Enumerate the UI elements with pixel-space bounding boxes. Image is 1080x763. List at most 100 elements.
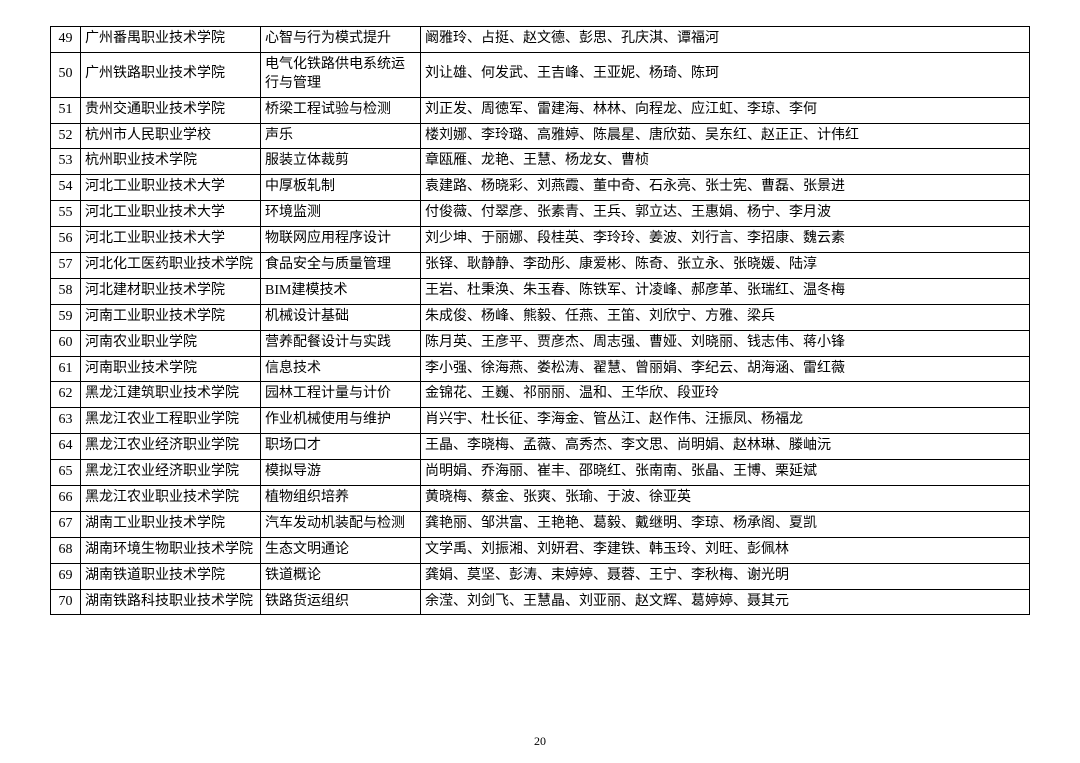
table-row: 56河北工业职业技术大学物联网应用程序设计刘少坤、于丽娜、段桂英、李玲玲、姜波、…: [51, 227, 1030, 253]
table-row: 57河北化工医药职业技术学院食品安全与质量管理张铎、耿静静、李劭彤、康爱彬、陈奇…: [51, 253, 1030, 279]
names-cell: 文学禹、刘振湘、刘妍君、李建铁、韩玉玲、刘旺、彭佩林: [421, 537, 1030, 563]
course-cell: 汽车发动机装配与检测: [261, 511, 421, 537]
row-number: 70: [51, 589, 81, 615]
course-cell: 心智与行为模式提升: [261, 27, 421, 53]
course-cell: 生态文明通论: [261, 537, 421, 563]
names-cell: 楼刘娜、李玲璐、高雅婷、陈晨星、唐欣茹、吴东红、赵正正、计伟红: [421, 123, 1030, 149]
institution-cell: 河北建材职业技术学院: [81, 278, 261, 304]
row-number: 53: [51, 149, 81, 175]
page-container: 49广州番禺职业技术学院心智与行为模式提升阚雅玲、占挺、赵文德、彭思、孔庆淇、谭…: [0, 0, 1080, 763]
course-cell: 环境监测: [261, 201, 421, 227]
row-number: 55: [51, 201, 81, 227]
institution-cell: 河北工业职业技术大学: [81, 201, 261, 227]
row-number: 62: [51, 382, 81, 408]
row-number: 61: [51, 356, 81, 382]
institution-cell: 河南工业职业技术学院: [81, 304, 261, 330]
institution-cell: 湖南环境生物职业技术学院: [81, 537, 261, 563]
course-cell: 声乐: [261, 123, 421, 149]
row-number: 64: [51, 434, 81, 460]
table-row: 55河北工业职业技术大学环境监测付俊薇、付翠彦、张素青、王兵、郭立达、王惠娟、杨…: [51, 201, 1030, 227]
table-row: 58河北建材职业技术学院BIM建模技术王岩、杜秉涣、朱玉春、陈铁军、计凌峰、郝彦…: [51, 278, 1030, 304]
names-cell: 刘正发、周徳军、雷建海、林林、向程龙、应江虹、李琼、李何: [421, 97, 1030, 123]
institution-cell: 湖南铁道职业技术学院: [81, 563, 261, 589]
row-number: 51: [51, 97, 81, 123]
course-cell: 园林工程计量与计价: [261, 382, 421, 408]
table-row: 67湖南工业职业技术学院汽车发动机装配与检测龚艳丽、邹洪富、王艳艳、葛毅、戴继明…: [51, 511, 1030, 537]
institution-cell: 广州番禺职业技术学院: [81, 27, 261, 53]
row-number: 58: [51, 278, 81, 304]
names-cell: 付俊薇、付翠彦、张素青、王兵、郭立达、王惠娟、杨宁、李月波: [421, 201, 1030, 227]
row-number: 57: [51, 253, 81, 279]
names-cell: 陈月英、王彦平、贾彦杰、周志强、曹娅、刘晓丽、钱志伟、蒋小锋: [421, 330, 1030, 356]
table-row: 68湖南环境生物职业技术学院生态文明通论文学禹、刘振湘、刘妍君、李建铁、韩玉玲、…: [51, 537, 1030, 563]
names-cell: 张铎、耿静静、李劭彤、康爱彬、陈奇、张立永、张晓媛、陆淳: [421, 253, 1030, 279]
course-cell: 职场口才: [261, 434, 421, 460]
institution-cell: 河北化工医药职业技术学院: [81, 253, 261, 279]
table-row: 50广州铁路职业技术学院电气化铁路供电系统运行与管理刘让雄、何发武、王吉峰、王亚…: [51, 52, 1030, 97]
institution-cell: 黑龙江农业工程职业学院: [81, 408, 261, 434]
row-number: 56: [51, 227, 81, 253]
row-number: 54: [51, 175, 81, 201]
table-row: 69湖南铁道职业技术学院铁道概论龚娟、莫坚、彭涛、耒婷婷、聂蓉、王宁、李秋梅、谢…: [51, 563, 1030, 589]
table-row: 52杭州市人民职业学校声乐楼刘娜、李玲璐、高雅婷、陈晨星、唐欣茹、吴东红、赵正正…: [51, 123, 1030, 149]
course-cell: 物联网应用程序设计: [261, 227, 421, 253]
names-cell: 尚明娟、乔海丽、崔丰、邵晓红、张南南、张晶、王博、栗延斌: [421, 460, 1030, 486]
institution-cell: 湖南工业职业技术学院: [81, 511, 261, 537]
row-number: 50: [51, 52, 81, 97]
names-cell: 阚雅玲、占挺、赵文德、彭思、孔庆淇、谭福河: [421, 27, 1030, 53]
names-cell: 肖兴宇、杜长征、李海金、管丛江、赵作伟、汪振凤、杨福龙: [421, 408, 1030, 434]
row-number: 59: [51, 304, 81, 330]
table-row: 51贵州交通职业技术学院桥梁工程试验与检测刘正发、周徳军、雷建海、林林、向程龙、…: [51, 97, 1030, 123]
data-table: 49广州番禺职业技术学院心智与行为模式提升阚雅玲、占挺、赵文德、彭思、孔庆淇、谭…: [50, 26, 1030, 615]
table-row: 54河北工业职业技术大学中厚板轧制袁建路、杨晓彩、刘燕霞、董中奇、石永亮、张士宪…: [51, 175, 1030, 201]
course-cell: 铁路货运组织: [261, 589, 421, 615]
row-number: 60: [51, 330, 81, 356]
names-cell: 王岩、杜秉涣、朱玉春、陈铁军、计凌峰、郝彦革、张瑞红、温冬梅: [421, 278, 1030, 304]
table-row: 64黑龙江农业经济职业学院职场口才王晶、李晓梅、孟薇、高秀杰、李文思、尚明娟、赵…: [51, 434, 1030, 460]
institution-cell: 河南农业职业学院: [81, 330, 261, 356]
institution-cell: 杭州市人民职业学校: [81, 123, 261, 149]
institution-cell: 河南职业技术学院: [81, 356, 261, 382]
institution-cell: 湖南铁路科技职业技术学院: [81, 589, 261, 615]
table-row: 62黑龙江建筑职业技术学院园林工程计量与计价金锦花、王巍、祁丽丽、温和、王华欣、…: [51, 382, 1030, 408]
names-cell: 朱成俊、杨峰、熊毅、任燕、王笛、刘欣宁、方雅、梁兵: [421, 304, 1030, 330]
course-cell: BIM建模技术: [261, 278, 421, 304]
names-cell: 刘让雄、何发武、王吉峰、王亚妮、杨琦、陈珂: [421, 52, 1030, 97]
row-number: 52: [51, 123, 81, 149]
table-row: 70湖南铁路科技职业技术学院铁路货运组织余滢、刘剑飞、王慧晶、刘亚丽、赵文辉、葛…: [51, 589, 1030, 615]
institution-cell: 黑龙江农业职业技术学院: [81, 486, 261, 512]
names-cell: 黄晓梅、蔡金、张爽、张瑜、于波、徐亚英: [421, 486, 1030, 512]
row-number: 65: [51, 460, 81, 486]
course-cell: 模拟导游: [261, 460, 421, 486]
course-cell: 食品安全与质量管理: [261, 253, 421, 279]
names-cell: 龚娟、莫坚、彭涛、耒婷婷、聂蓉、王宁、李秋梅、谢光明: [421, 563, 1030, 589]
course-cell: 营养配餐设计与实践: [261, 330, 421, 356]
names-cell: 龚艳丽、邹洪富、王艳艳、葛毅、戴继明、李琼、杨承阁、夏凯: [421, 511, 1030, 537]
course-cell: 作业机械使用与维护: [261, 408, 421, 434]
names-cell: 刘少坤、于丽娜、段桂英、李玲玲、姜波、刘行言、李招康、魏云素: [421, 227, 1030, 253]
institution-cell: 黑龙江建筑职业技术学院: [81, 382, 261, 408]
institution-cell: 河北工业职业技术大学: [81, 227, 261, 253]
institution-cell: 杭州职业技术学院: [81, 149, 261, 175]
institution-cell: 河北工业职业技术大学: [81, 175, 261, 201]
course-cell: 机械设计基础: [261, 304, 421, 330]
course-cell: 电气化铁路供电系统运行与管理: [261, 52, 421, 97]
row-number: 63: [51, 408, 81, 434]
table-row: 60河南农业职业学院营养配餐设计与实践陈月英、王彦平、贾彦杰、周志强、曹娅、刘晓…: [51, 330, 1030, 356]
names-cell: 金锦花、王巍、祁丽丽、温和、王华欣、段亚玲: [421, 382, 1030, 408]
table-row: 49广州番禺职业技术学院心智与行为模式提升阚雅玲、占挺、赵文德、彭思、孔庆淇、谭…: [51, 27, 1030, 53]
table-row: 59河南工业职业技术学院机械设计基础朱成俊、杨峰、熊毅、任燕、王笛、刘欣宁、方雅…: [51, 304, 1030, 330]
table-row: 63黑龙江农业工程职业学院作业机械使用与维护肖兴宇、杜长征、李海金、管丛江、赵作…: [51, 408, 1030, 434]
institution-cell: 贵州交通职业技术学院: [81, 97, 261, 123]
row-number: 67: [51, 511, 81, 537]
course-cell: 桥梁工程试验与检测: [261, 97, 421, 123]
course-cell: 信息技术: [261, 356, 421, 382]
table-row: 66黑龙江农业职业技术学院植物组织培养黄晓梅、蔡金、张爽、张瑜、于波、徐亚英: [51, 486, 1030, 512]
course-cell: 中厚板轧制: [261, 175, 421, 201]
page-number: 20: [0, 734, 1080, 749]
table-row: 65黑龙江农业经济职业学院模拟导游尚明娟、乔海丽、崔丰、邵晓红、张南南、张晶、王…: [51, 460, 1030, 486]
row-number: 66: [51, 486, 81, 512]
names-cell: 王晶、李晓梅、孟薇、高秀杰、李文思、尚明娟、赵林琳、滕岫沅: [421, 434, 1030, 460]
row-number: 49: [51, 27, 81, 53]
names-cell: 章瓯雁、龙艳、王慧、杨龙女、曹桢: [421, 149, 1030, 175]
